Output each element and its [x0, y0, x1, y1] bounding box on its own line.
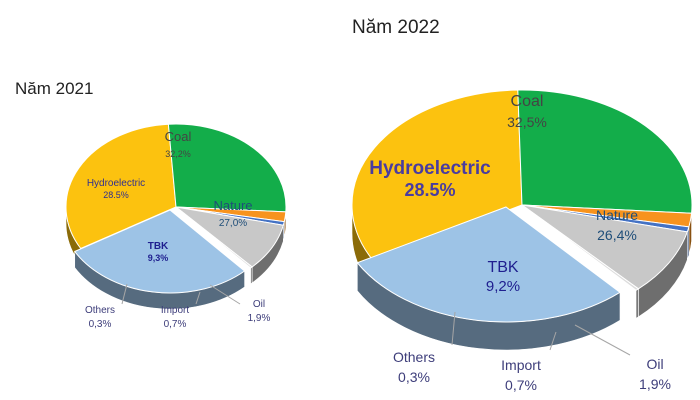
slice-value-coal: 32,5% [507, 114, 547, 130]
chart-title: Năm 2021 [15, 79, 93, 98]
slice-label-hydroelectric: Hydroelectric [87, 178, 145, 189]
slice-label-import: Import [501, 357, 541, 373]
slice-label-tbk: TBK [148, 241, 169, 252]
slice-value-others: 0,3% [89, 319, 112, 330]
leader-line-others [121, 283, 128, 305]
leader-line-others [451, 311, 456, 346]
slice-value-others: 0,3% [398, 369, 430, 385]
slice-label-hydroelectric: Hydroelectric [369, 158, 491, 179]
slice-labels: Coal 32,2% Nature 27,0% Oil 1,9% Import 0,7% TBK… [85, 129, 271, 330]
slice-label-coal: Coal [165, 129, 192, 144]
pie-slice-nature [167, 123, 287, 213]
slice-value-nature: 27,0% [219, 218, 247, 229]
pie-slice-hydroelectric [356, 206, 621, 323]
slice-value-nature: 26,4% [597, 227, 637, 243]
slice-value-tbk: 9,2% [486, 278, 520, 295]
slice-label-coal: Coal [511, 93, 544, 110]
pie-slice-hydroelectric [73, 209, 246, 294]
slice-label-import: Import [161, 305, 190, 316]
pie-side-others [250, 266, 253, 285]
pie-side-others [635, 288, 639, 319]
pie-slices [351, 89, 693, 323]
pie-slice-others [521, 204, 640, 291]
slice-label-oil: Oil [253, 299, 265, 310]
pie-slices [65, 123, 287, 294]
slice-value-oil: 1,9% [248, 313, 271, 324]
slice-label-others: Others [393, 349, 435, 365]
slice-label-nature: Nature [596, 207, 638, 223]
leader-lines [451, 311, 631, 356]
pie-slice-tbk [521, 204, 688, 290]
pie-slice-coal [65, 123, 177, 250]
chart-title: Năm 2022 [352, 17, 440, 38]
slice-value-oil: 1,9% [639, 376, 671, 392]
leader-line-oil [209, 284, 241, 305]
slice-label-nature: Nature [213, 198, 252, 213]
leader-line-oil [574, 324, 631, 356]
slice-label-tbk: TBK [487, 259, 518, 276]
leader-line-import [549, 331, 557, 351]
slice-label-others: Others [85, 305, 115, 316]
slice-value-import: 0,7% [164, 319, 187, 330]
pie-chart-2: Năm 2022 Coal 32,5% Nature 26,4% Oil 1,9% Impor… [351, 17, 693, 393]
slice-value-import: 0,7% [505, 377, 537, 393]
slice-value-tbk: 9,3% [148, 253, 169, 263]
slice-labels: Coal 32,5% Nature 26,4% Oil 1,9% Import 0,7% TBK… [369, 93, 671, 393]
pie-chart-1: Năm 2021 Coal 32,2% Nature 27,0% Oil 1,9% Impor… [15, 79, 287, 330]
slice-value-hydroelectric: 28.5% [103, 190, 129, 200]
slice-value-hydroelectric: 28.5% [404, 180, 455, 200]
pie-slice-others [175, 206, 253, 269]
pie-slice-nature [517, 89, 693, 214]
slice-value-coal: 32,2% [165, 149, 191, 159]
leader-lines [121, 283, 241, 305]
slice-label-oil: Oil [646, 356, 663, 372]
leader-line-import [195, 291, 201, 305]
